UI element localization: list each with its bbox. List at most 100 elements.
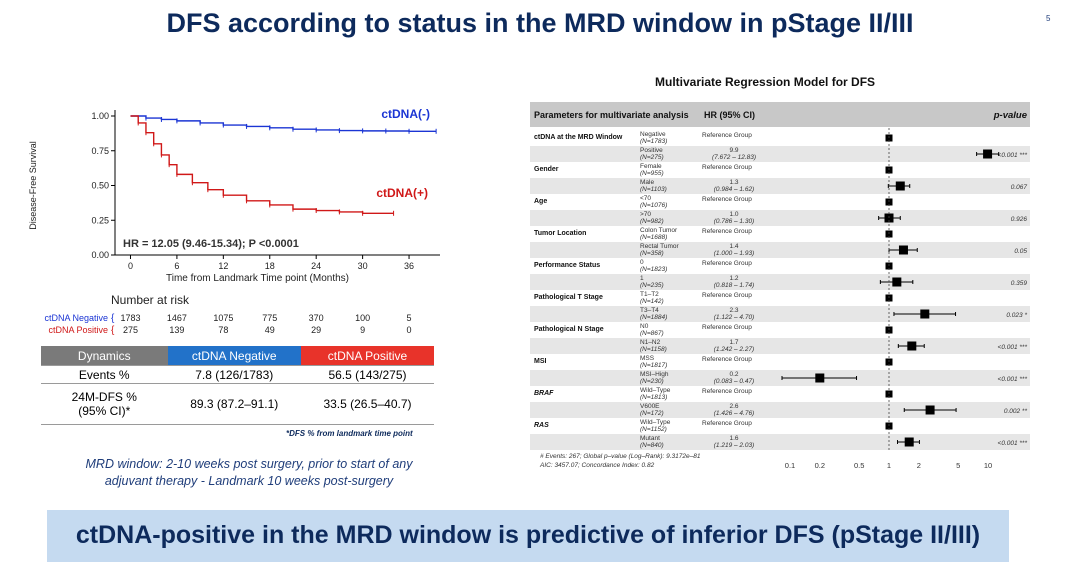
table-row: Events % 7.8 (126/1783) 56.5 (143/275) <box>41 365 434 384</box>
forest-row-shade <box>530 274 1030 290</box>
forest-level-label: MSI–High <box>640 371 669 378</box>
risk-value: 1075 <box>213 313 234 323</box>
forest-ci-value: (0.083 – 0.47) <box>714 378 754 385</box>
forest-level-label: Female <box>640 163 662 170</box>
forest-level-label: >70 <box>640 211 651 218</box>
forest-row-shade <box>530 242 1030 258</box>
forest-point <box>898 245 908 255</box>
forest-level-label: 1 <box>640 275 644 282</box>
forest-ci-value: (0.818 – 1.74) <box>714 282 754 289</box>
forest-level-label: Mutant <box>640 435 660 442</box>
forest-p-value: 0.359 <box>1011 280 1028 287</box>
forest-point <box>904 437 914 447</box>
forest-n-label: (N=1813) <box>640 394 667 401</box>
page-title: DFS according to status in the MRD windo… <box>166 8 914 38</box>
forest-level-label: <70 <box>640 195 651 202</box>
forest-n-label: (N=1823) <box>640 266 667 273</box>
series-label: ctDNA(-) <box>381 107 430 121</box>
forest-p-value: 0.067 <box>1011 184 1028 191</box>
forest-hr-value: Reference Group <box>702 132 752 139</box>
forest-hr-value: Reference Group <box>702 420 752 427</box>
risk-row-label: ctDNA Positive <box>48 325 108 335</box>
forest-param-label: Pathological T Stage <box>534 294 603 301</box>
forest-row-shade <box>530 306 1030 322</box>
forest-hr-value: Reference Group <box>702 356 752 363</box>
forest-p-value: <0.001 *** <box>998 440 1028 447</box>
risk-row-tick: { <box>111 313 115 324</box>
forest-level-label: Colon Tumor <box>640 227 678 234</box>
y-tick-label: 0.75 <box>91 146 109 156</box>
forest-hr-value: 2.3 <box>729 307 738 314</box>
forest-point <box>925 405 935 415</box>
forest-level-label: N0 <box>640 323 649 330</box>
forest-level-label: Rectal Tumor <box>640 243 679 250</box>
forest-level-label: V600E <box>640 403 660 410</box>
risk-value: 29 <box>311 325 322 335</box>
forest-plot: Parameters for multivariate analysis HR (… <box>530 102 1030 482</box>
forest-param-label: Performance Status <box>534 262 600 269</box>
km-chart-svg: 0.00 0.25 0.50 0.75 1.00 0 6 12 18 24 30 36 Time fro… <box>28 107 440 284</box>
km-chart: 0.00 0.25 0.50 0.75 1.00 0 6 12 18 24 30 36 Time fro… <box>28 100 446 292</box>
cell-negative: 7.8 (126/1783) <box>167 365 301 384</box>
dynamics-header-negative: ctDNA Negative <box>167 346 301 366</box>
forest-hr-value: 2.6 <box>729 403 738 410</box>
forest-ci-value: (0.786 – 1.30) <box>714 218 754 225</box>
forest-hr-value: Reference Group <box>702 324 752 331</box>
forest-x-tick-label: 2 <box>917 461 921 470</box>
forest-x-tick-label: 10 <box>984 461 992 470</box>
forest-p-value: <0.001 *** <box>998 344 1028 351</box>
row-label: 24M-DFS % (95% CI)* <box>41 383 168 425</box>
cell-positive: 56.5 (143/275) <box>300 365 434 384</box>
forest-n-label: (N=1688) <box>640 234 667 241</box>
page-number: 5 <box>1046 14 1051 23</box>
cell-positive: 33.5 (26.5–40.7) <box>300 383 434 425</box>
x-tick-label: 36 <box>404 261 414 271</box>
mrd-note-line: adjuvant therapy - Landmark 10 weeks pos… <box>104 474 394 488</box>
risk-table-title: Number at risk <box>111 293 190 307</box>
forest-ci-value: (0.984 – 1.62) <box>714 186 754 193</box>
forest-row-shade <box>530 370 1030 386</box>
row-label-line: (95% CI)* <box>78 404 131 418</box>
forest-footnote: AIC: 3457.07; Concordance Index: 0.82 <box>539 462 655 469</box>
series-label: ctDNA(+) <box>376 186 428 200</box>
mrd-note: MRD window: 2-10 weeks post surgery, pri… <box>54 456 444 490</box>
forest-x-tick-label: 0.2 <box>815 461 825 470</box>
forest-point <box>895 181 905 191</box>
dynamics-header-positive: ctDNA Positive <box>300 346 434 366</box>
forest-hr-value: 1.4 <box>729 243 738 250</box>
forest-x-tick-label: 1 <box>887 461 891 470</box>
x-tick-label: 18 <box>265 261 275 271</box>
risk-value: 100 <box>355 313 371 323</box>
x-tick-label: 12 <box>218 261 228 271</box>
forest-level-label: Wild–Type <box>640 419 671 426</box>
forest-row-shade <box>530 338 1030 354</box>
forest-n-label: (N=235) <box>640 282 664 289</box>
risk-row-label: ctDNA Negative <box>44 313 108 323</box>
forest-n-label: (N=955) <box>640 170 664 177</box>
forest-row-shade <box>530 210 1030 226</box>
y-tick-label: 1.00 <box>91 111 109 121</box>
forest-param-label: MSI <box>534 358 547 365</box>
forest-footnote: # Events: 267; Global p–value (Log–Rank)… <box>540 453 701 460</box>
forest-row-shade <box>530 402 1030 418</box>
forest-n-label: (N=1884) <box>640 314 667 321</box>
forest-row-shade <box>530 178 1030 194</box>
forest-hr-value: Reference Group <box>702 196 752 203</box>
risk-value: 139 <box>169 325 185 335</box>
forest-param-label: Gender <box>534 166 559 173</box>
forest-hr-value: Reference Group <box>702 228 752 235</box>
y-tick-label: 0.50 <box>91 181 109 191</box>
forest-level-label: Male <box>640 179 654 186</box>
forest-p-value: 0.926 <box>1011 216 1028 223</box>
forest-param-label: Pathological N Stage <box>534 326 604 333</box>
forest-n-label: (N=1817) <box>640 362 667 369</box>
forest-level-label: Positive <box>640 147 663 154</box>
forest-n-label: (N=275) <box>640 154 664 161</box>
forest-row-shade <box>530 146 1030 162</box>
forest-n-label: (N=358) <box>640 250 664 257</box>
forest-hr-value: 1.0 <box>729 211 738 218</box>
forest-x-tick-label: 5 <box>956 461 960 470</box>
forest-plot-svg: Parameters for multivariate analysis HR (… <box>530 102 1030 470</box>
risk-value: 0 <box>406 325 412 335</box>
forest-p-value: 0.05 <box>1014 248 1027 255</box>
